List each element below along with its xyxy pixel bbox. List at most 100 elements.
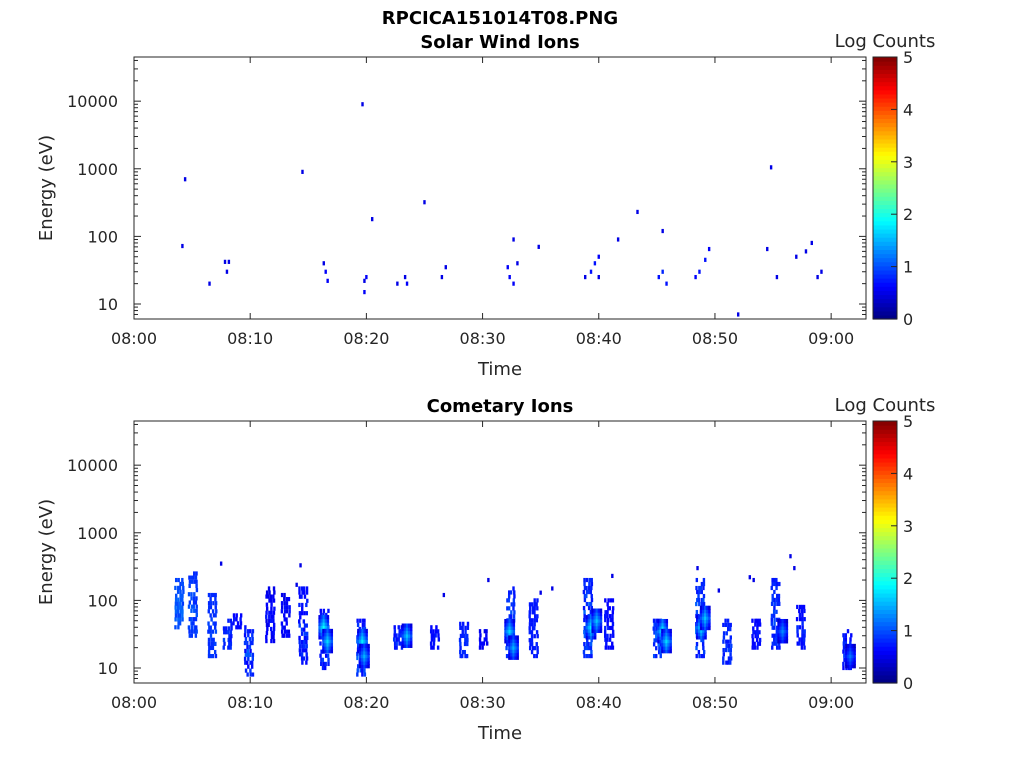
spectrogram-cell	[597, 622, 601, 627]
spectrogram-cell	[504, 639, 507, 644]
spectrogram-cell	[510, 618, 513, 624]
spectrogram-cell	[701, 609, 705, 614]
spectrogram-cell	[771, 641, 774, 646]
spectrogram-cell	[801, 617, 804, 622]
spectrogram-cell	[361, 643, 364, 649]
spectrogram-cell	[779, 632, 782, 637]
spectrogram-cell	[512, 586, 515, 591]
spectrogram-cell	[514, 652, 517, 657]
spectrogram-cell	[229, 630, 233, 635]
spectrogram-cell	[461, 649, 465, 655]
x-tick-label: 09:00	[808, 329, 854, 348]
colorbar-step	[873, 617, 897, 623]
spectrogram-cell	[781, 639, 784, 644]
colorbar-step	[873, 662, 897, 668]
spectrogram-cell	[504, 632, 507, 637]
plot-frame	[133, 56, 867, 320]
spectrogram-cell	[228, 634, 231, 639]
spectrogram-cell	[395, 645, 398, 650]
spectrogram-cell	[459, 625, 462, 630]
colorbar-step	[873, 650, 897, 655]
spectrogram-cell	[326, 632, 329, 637]
spectrogram-cell	[729, 656, 733, 661]
spectrogram-cell	[510, 625, 513, 630]
spectrogram-cell	[320, 661, 323, 667]
spectrogram-cell	[267, 586, 271, 591]
spectrogram-cell	[700, 635, 703, 640]
x-tick-label: 08:00	[111, 329, 157, 348]
spectrogram-cell	[588, 601, 591, 607]
colorbar-frame	[872, 420, 898, 684]
spectrogram-cell	[365, 643, 368, 649]
spectrogram-cell	[243, 656, 247, 661]
spectrogram-cell	[190, 633, 194, 638]
spectrogram-cell	[399, 629, 403, 634]
spectrogram-cell	[583, 581, 586, 587]
spectrogram-cell	[512, 602, 516, 607]
spectrogram-cell	[795, 617, 799, 622]
y-tick-label: 100	[87, 591, 118, 610]
spectrogram-cell	[845, 657, 848, 662]
spectrogram-cell	[803, 629, 806, 634]
spectrogram-cell	[324, 269, 327, 274]
spectrogram-cell	[773, 633, 776, 638]
spectrogram-cell	[594, 631, 597, 637]
spectrogram-cell	[322, 638, 325, 644]
spectrogram-cell	[667, 645, 670, 650]
spectrogram-cell	[506, 618, 509, 624]
spectrogram-cell	[322, 608, 326, 613]
spectrogram-cell	[512, 645, 515, 650]
spectrogram-cell	[851, 647, 854, 652]
spectrogram-cell	[356, 651, 359, 656]
spectrogram-cell	[326, 649, 329, 654]
colorbar-step	[873, 633, 897, 639]
spectrogram-cell	[405, 626, 409, 632]
spectrogram-cell	[305, 656, 309, 661]
spectrogram-cell	[280, 629, 284, 634]
spectrogram-cell	[706, 625, 709, 631]
spectrogram-cell	[247, 633, 250, 638]
spectrogram-cell	[516, 261, 519, 266]
spectrogram-cell	[702, 635, 705, 640]
spectrogram-cell	[212, 637, 215, 642]
spectrogram-cell	[461, 625, 464, 630]
spectrogram-cell	[533, 622, 536, 627]
spectrogram-cell	[843, 653, 846, 658]
colorbar-step	[873, 535, 897, 541]
spectrogram-cell	[405, 643, 409, 648]
spectrogram-cell	[589, 625, 593, 630]
spectrogram-cell	[611, 629, 615, 634]
spectrogram-cell	[659, 629, 662, 634]
spectrogram-cell	[597, 628, 601, 633]
x-ticks: 08:00 08:10 08:20 08:30 08:40 08:50 09:00	[111, 421, 854, 712]
spectrogram-cell	[464, 653, 467, 659]
spectrogram-cell	[845, 647, 848, 652]
spectrogram-cell	[190, 625, 193, 630]
spectrogram-cell	[320, 628, 323, 633]
spectrogram-cell	[305, 648, 308, 653]
spectrogram-cell	[301, 602, 304, 608]
spectrogram-cell	[777, 641, 781, 646]
colorbar-step	[873, 245, 897, 250]
spectrogram-cell	[479, 633, 482, 638]
spectrogram-cell	[410, 640, 413, 645]
spectrogram-cell	[849, 653, 852, 659]
spectrogram-cell	[585, 615, 589, 620]
spectrogram-cell	[657, 632, 660, 637]
spectrogram-cell	[265, 634, 268, 640]
spectrogram-cell	[251, 633, 254, 638]
spectrogram-cell	[724, 622, 728, 628]
spectrogram-cell	[775, 637, 778, 642]
spectrogram-cell	[367, 650, 370, 655]
spectrogram-cell	[802, 604, 806, 610]
colorbar-step	[873, 658, 897, 664]
spectrogram-cell	[657, 625, 660, 630]
spectrogram-cell	[265, 622, 269, 628]
spectrogram-cell	[851, 650, 854, 655]
spectrogram-cell	[599, 622, 603, 627]
spectrogram-cell	[585, 635, 589, 640]
spectrogram-cell	[516, 652, 519, 657]
spectrogram-cell	[359, 628, 362, 634]
spectrogram-cell	[192, 617, 196, 622]
spectrogram-cell	[174, 577, 178, 583]
